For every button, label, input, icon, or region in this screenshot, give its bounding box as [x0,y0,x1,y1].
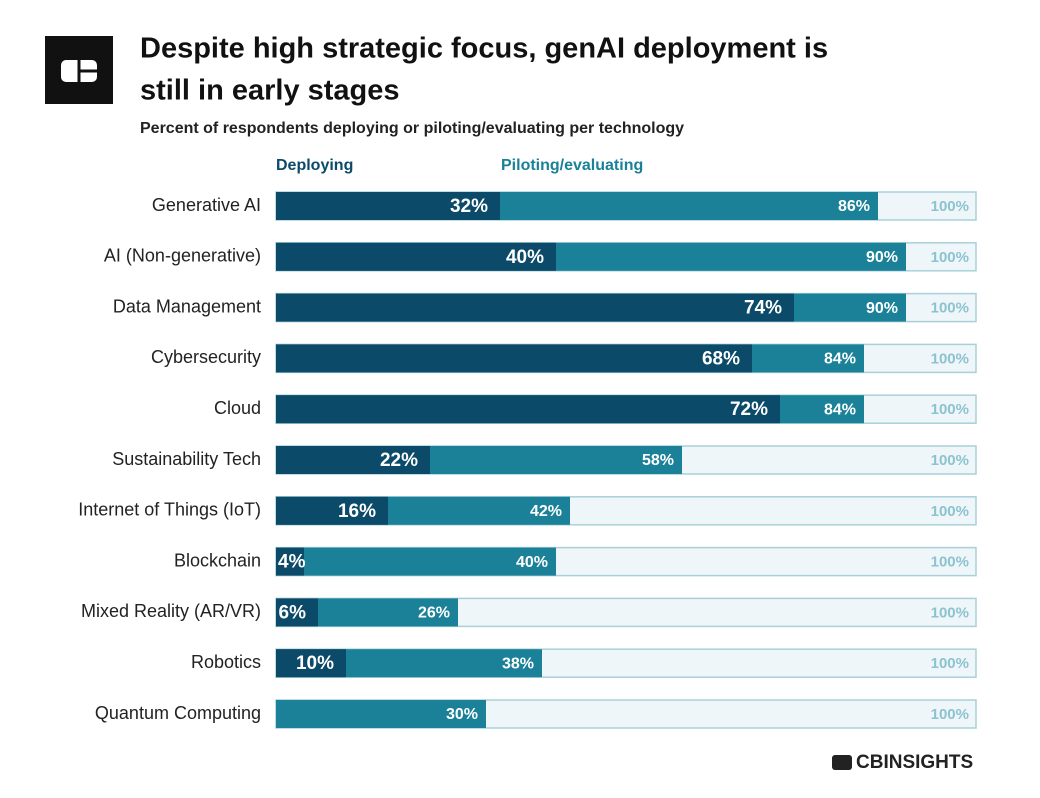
bar [276,344,752,373]
y-tick-label: Mixed Reality (AR/VR) [81,601,261,621]
total-label: 100% [931,249,969,266]
bar [276,395,780,424]
y-tick-label: Data Management [113,296,261,316]
bar [276,293,794,322]
data-label: 72% [730,399,768,420]
data-label: 26% [418,605,450,622]
data-label: 86% [838,198,870,215]
y-tick-label: Robotics [191,652,261,672]
data-label: 90% [866,300,898,317]
chart-title: still in early stages [140,75,400,107]
y-tick-label: Generative AI [152,195,261,215]
total-label: 100% [931,350,969,367]
data-label: 90% [866,249,898,266]
total-label: 100% [931,503,969,520]
data-label: 84% [824,401,856,418]
brand-logo: CBINSIGHTS [832,752,973,773]
y-tick-label: AI (Non-generative) [104,246,261,266]
data-label: 38% [502,655,534,672]
total-label: 100% [931,604,969,621]
bar [276,496,388,525]
bar [276,547,304,576]
chart-subtitle: Percent of respondents deploying or pilo… [140,120,684,137]
total-label: 100% [931,452,969,469]
total-label: 100% [931,655,969,672]
data-label: 30% [446,706,478,723]
data-label: 22% [380,450,418,471]
data-label: 58% [642,452,674,469]
data-label: 4% [278,552,306,573]
chart-title: Despite high strategic focus, genAI depl… [140,33,828,65]
data-label: 68% [702,348,740,369]
total-label: 100% [931,198,969,215]
y-tick-label: Cloud [214,398,261,418]
bar [276,598,318,627]
bar [276,242,556,271]
total-label: 100% [931,554,969,571]
bar [276,649,346,678]
total-label: 100% [931,706,969,723]
data-label: 74% [744,298,782,319]
legend-entry: Deploying [276,157,353,174]
data-label: 6% [279,602,307,623]
total-label: 100% [931,300,969,317]
data-label: 40% [506,247,544,268]
data-label: 40% [516,554,548,571]
brand-text: CBINSIGHTS [856,752,973,773]
legend-entry: Piloting/evaluating [501,157,643,174]
data-label: 16% [338,501,376,522]
bar [276,547,556,576]
y-tick-label: Quantum Computing [95,703,261,723]
data-label: 10% [296,653,334,674]
total-label: 100% [931,401,969,418]
y-tick-label: Internet of Things (IoT) [78,500,261,520]
data-label: 32% [450,196,488,217]
data-label: 42% [530,503,562,520]
bar [276,700,486,728]
y-tick-label: Blockchain [174,550,261,570]
brand-icon [832,755,852,770]
data-label: 84% [824,351,856,368]
y-tick-label: Sustainability Tech [112,449,261,469]
bar [276,446,430,474]
bar [276,192,500,220]
y-tick-label: Cybersecurity [151,347,261,367]
